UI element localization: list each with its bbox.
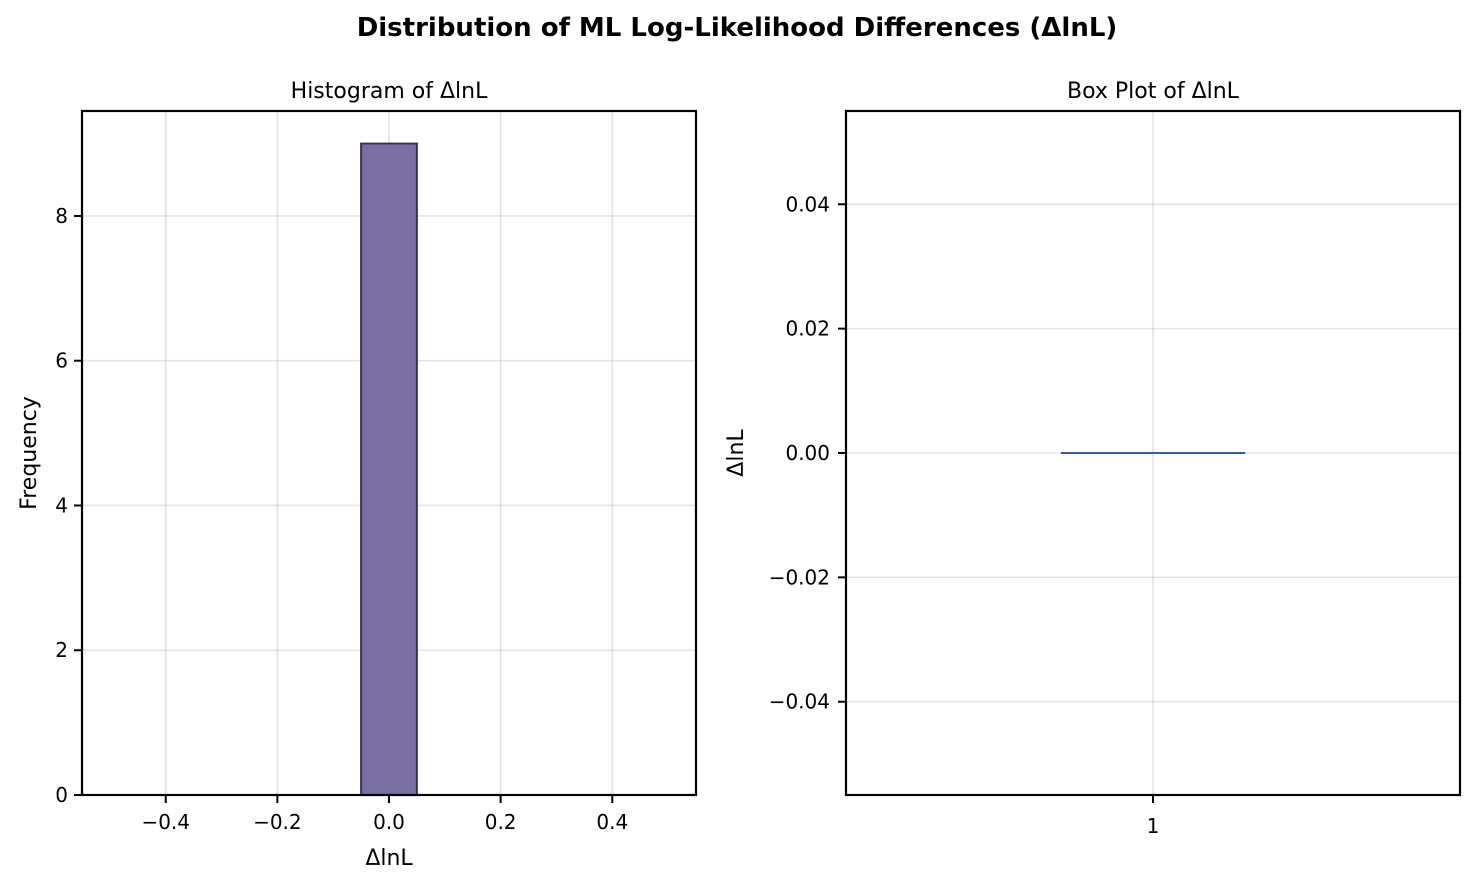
boxplot-x-ticks: 1 xyxy=(1147,795,1160,838)
boxplot-y-tick-label: 0.04 xyxy=(785,192,830,216)
boxplot-panel: Box Plot of ΔlnL 1 −0.04 −0.02 0.00 0.02 0.0… xyxy=(724,79,1462,838)
histogram-x-tick-label: 0.0 xyxy=(373,810,405,834)
boxplot-y-tick-label: 0.00 xyxy=(785,441,830,465)
boxplot-y-ticks: −0.04 −0.02 0.00 0.02 0.04 xyxy=(769,192,846,714)
histogram-y-tick-label: 0 xyxy=(55,783,68,807)
histogram-title: Histogram of ΔlnL xyxy=(291,79,488,104)
histogram-x-ticks: −0.4 −0.2 0.0 0.2 0.4 xyxy=(141,795,628,834)
histogram-bar xyxy=(360,142,418,797)
boxplot-x-tick-label: 1 xyxy=(1147,814,1160,838)
boxplot-y-label: ΔlnL xyxy=(724,429,749,477)
figure-title: Distribution of ML Log-Likelihood Differ… xyxy=(357,13,1118,43)
histogram-x-label: ΔlnL xyxy=(365,846,413,871)
histogram-y-tick-label: 2 xyxy=(55,638,68,662)
histogram-x-tick-label: 0.4 xyxy=(596,810,628,834)
histogram-x-tick-label: 0.2 xyxy=(485,810,517,834)
boxplot-y-tick-label: 0.02 xyxy=(785,317,830,341)
histogram-y-tick-label: 6 xyxy=(55,349,68,373)
histogram-panel: Histogram of ΔlnL −0.4 −0.2 0.0 0.2 0.4 0 2 4 6… xyxy=(17,79,698,871)
histogram-x-tick-label: −0.4 xyxy=(141,810,190,834)
histogram-x-tick-label: −0.2 xyxy=(253,810,302,834)
boxplot-title: Box Plot of ΔlnL xyxy=(1067,79,1240,104)
histogram-bars xyxy=(360,142,418,797)
boxplot-y-tick-label: −0.04 xyxy=(769,690,830,714)
histogram-y-tick-label: 4 xyxy=(55,493,68,517)
histogram-y-label: Frequency xyxy=(17,396,42,510)
histogram-y-ticks: 0 2 4 6 8 xyxy=(55,204,82,807)
boxplot-y-tick-label: −0.02 xyxy=(769,565,830,589)
histogram-y-tick-label: 8 xyxy=(55,204,68,228)
